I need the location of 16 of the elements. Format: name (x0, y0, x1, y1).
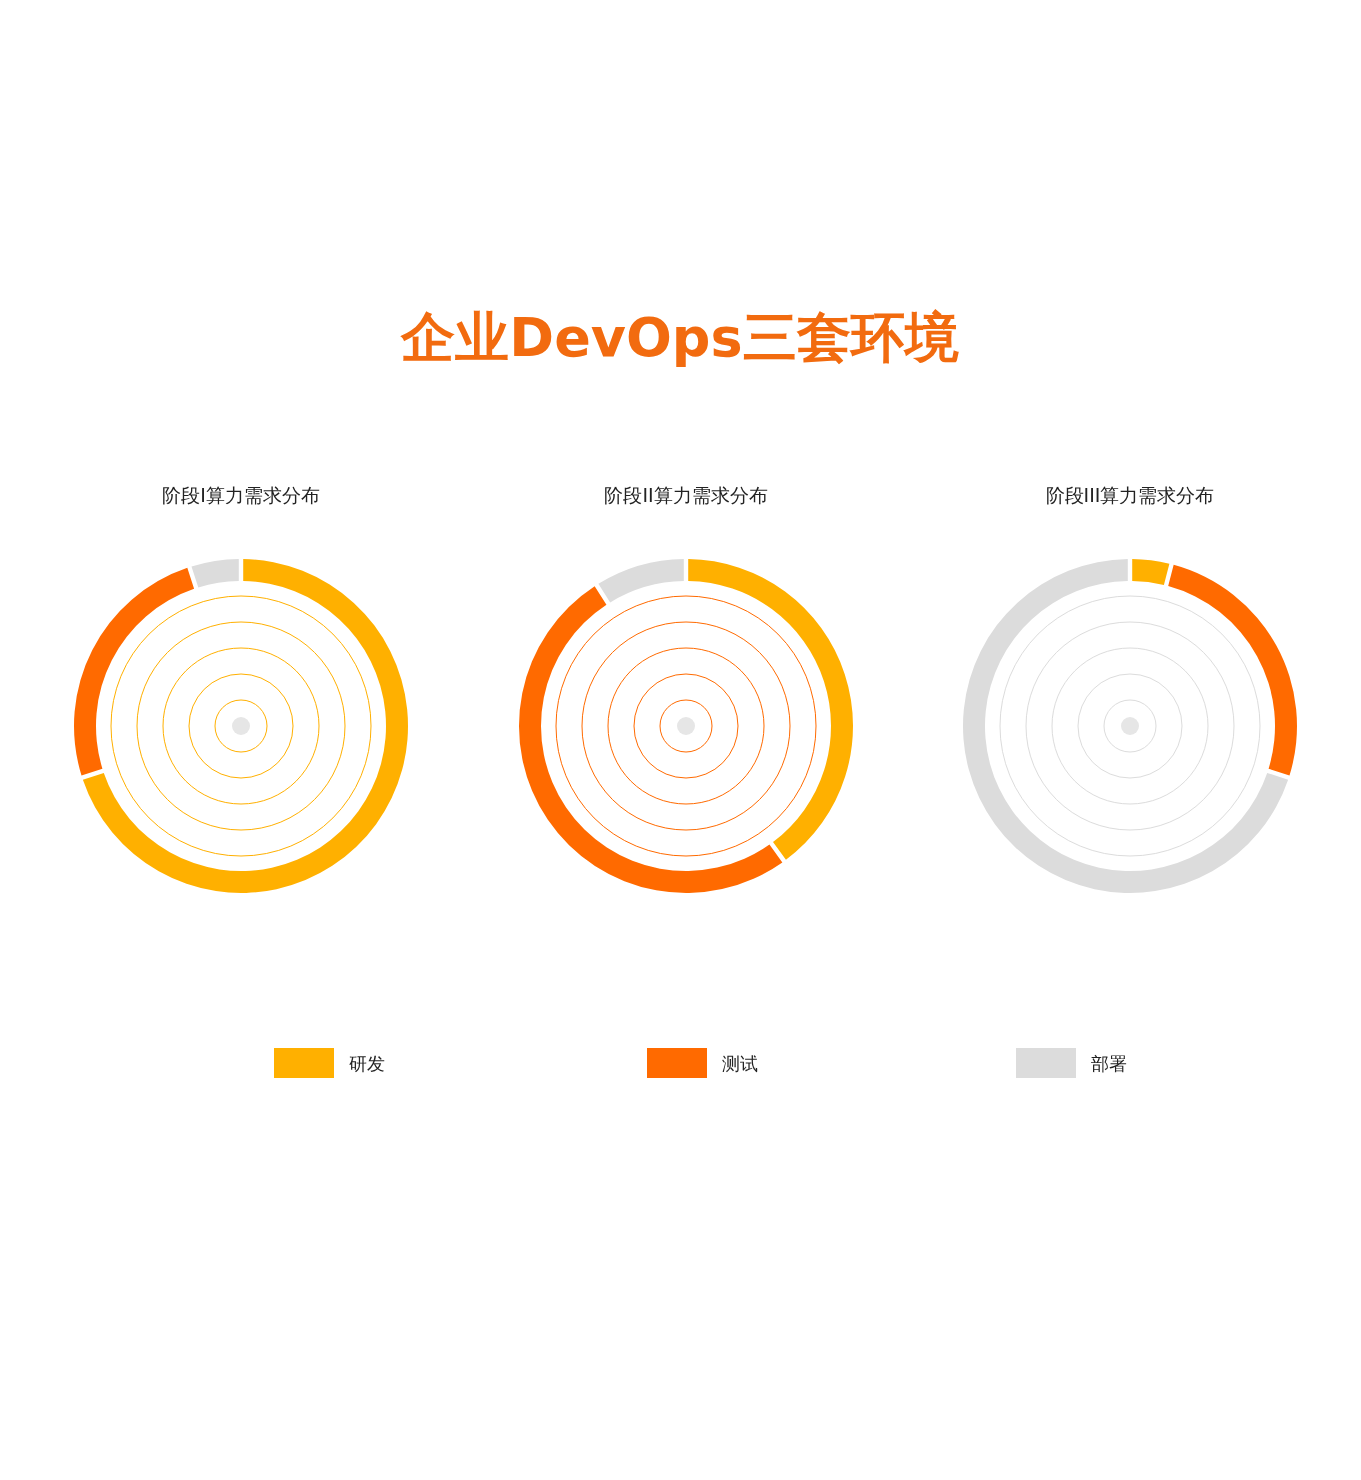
chart-title: 阶段I算力需求分布 (162, 484, 320, 506)
donut-slice (74, 567, 195, 776)
chart-title: 阶段II算力需求分布 (604, 484, 768, 506)
donut-slice (688, 559, 853, 860)
legend-label: 部署 (1091, 1053, 1127, 1074)
donut-slice (82, 559, 408, 893)
legend-label: 研发 (349, 1053, 385, 1074)
donut-slice (1168, 564, 1297, 776)
donut-slice (598, 559, 684, 603)
donut-slice (1132, 559, 1170, 586)
chart-title: 阶段III算力需求分布 (1045, 484, 1215, 506)
donut-slice (963, 559, 1289, 893)
legend-label: 测试 (722, 1053, 758, 1074)
donut-slice (191, 559, 239, 588)
text: 企业DevOps三套环境 (400, 306, 959, 369)
donut-slice (519, 586, 783, 893)
